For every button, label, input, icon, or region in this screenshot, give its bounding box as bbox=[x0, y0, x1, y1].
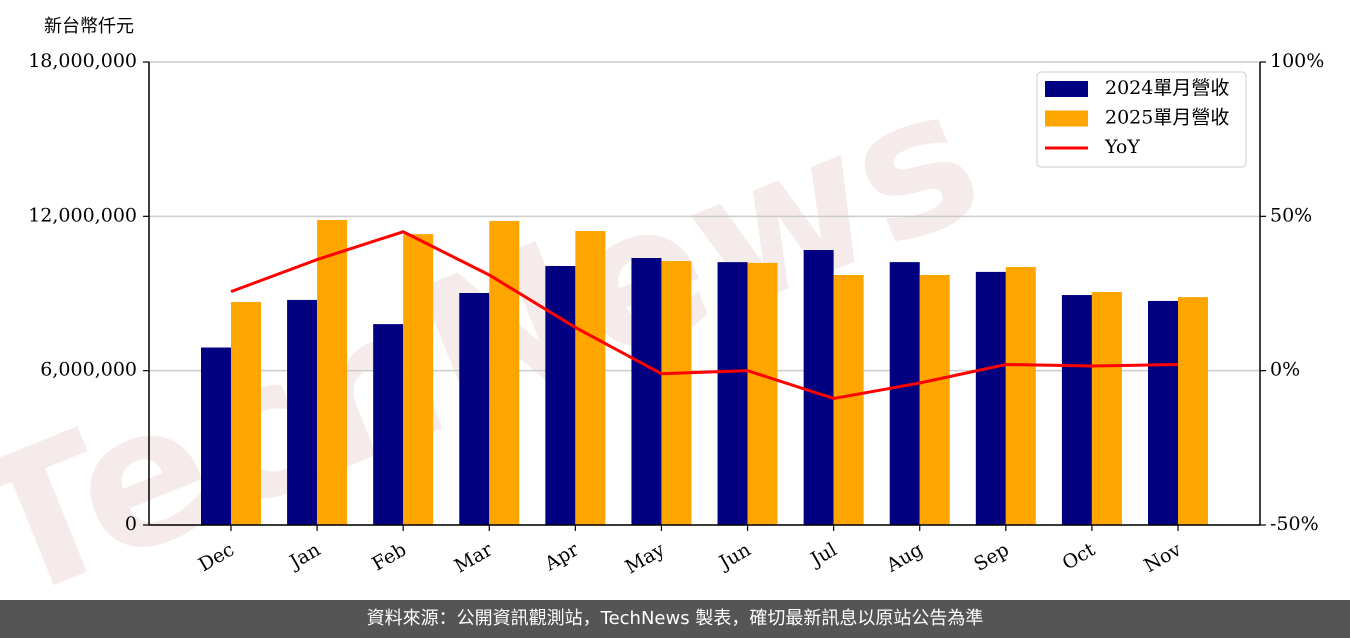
bar bbox=[231, 301, 261, 525]
legend-label: 2025單月營收 bbox=[1105, 107, 1229, 129]
bar bbox=[803, 250, 834, 525]
bar bbox=[459, 292, 490, 525]
y2-tick-label: -50% bbox=[1270, 513, 1319, 535]
bar bbox=[287, 299, 318, 525]
x-tick-label: Sep bbox=[970, 539, 1013, 576]
y2-tick-label: 0% bbox=[1270, 359, 1300, 381]
bar bbox=[373, 324, 404, 525]
x-tick-label: Jul bbox=[805, 539, 840, 572]
chart: TechNews 新台幣仟元 06,000,00012,000,00018,00… bbox=[0, 16, 1324, 600]
bar bbox=[1061, 295, 1092, 525]
legend-label: 2024單月營收 bbox=[1105, 77, 1229, 99]
line bbox=[230, 230, 1179, 400]
bar bbox=[1005, 267, 1036, 525]
footer: 資料來源：公開資訊觀測站，TechNews 製表，確切最新訊息以原站公告為準 bbox=[0, 600, 1350, 638]
y-tick-label: 12,000,000 bbox=[28, 204, 137, 226]
bar bbox=[1178, 297, 1208, 525]
bar bbox=[489, 220, 520, 526]
legend-label: YoY bbox=[1104, 136, 1140, 158]
y2-tick-label: 100% bbox=[1270, 50, 1324, 72]
y-axis-label: 新台幣仟元 bbox=[44, 16, 134, 37]
legend-swatch bbox=[1045, 110, 1088, 127]
y-tick-label: 18,000,000 bbox=[28, 50, 137, 72]
x-tick-label: Apr bbox=[540, 538, 583, 575]
x-tick-label: Oct bbox=[1059, 538, 1100, 574]
bar bbox=[1148, 300, 1178, 525]
x-tick-label: Aug bbox=[882, 539, 927, 578]
bar bbox=[833, 274, 864, 525]
x-tick-label: Mar bbox=[451, 538, 497, 577]
bar bbox=[317, 219, 348, 525]
legend-box bbox=[1036, 71, 1247, 168]
bar bbox=[661, 261, 692, 525]
y2-tick-label: 50% bbox=[1270, 204, 1312, 226]
x-tick-label: May bbox=[621, 538, 668, 578]
x-tick-label: Jan bbox=[284, 539, 324, 575]
legend-swatch bbox=[1045, 81, 1088, 97]
bar bbox=[545, 265, 576, 525]
bar bbox=[717, 262, 748, 525]
bar bbox=[919, 274, 950, 525]
bar bbox=[975, 271, 1006, 525]
y-tick-label: 6,000,000 bbox=[40, 359, 137, 381]
x-tick-label: Feb bbox=[368, 539, 410, 576]
bar bbox=[1091, 291, 1122, 525]
bar bbox=[631, 258, 662, 525]
x-tick-label: Nov bbox=[1140, 538, 1185, 577]
bar bbox=[747, 262, 778, 525]
bar bbox=[403, 234, 434, 525]
x-tick-label: Jun bbox=[714, 539, 755, 575]
bar bbox=[575, 230, 606, 525]
y-tick-label: 0 bbox=[125, 513, 137, 535]
bar bbox=[889, 262, 920, 525]
bar bbox=[201, 347, 231, 525]
